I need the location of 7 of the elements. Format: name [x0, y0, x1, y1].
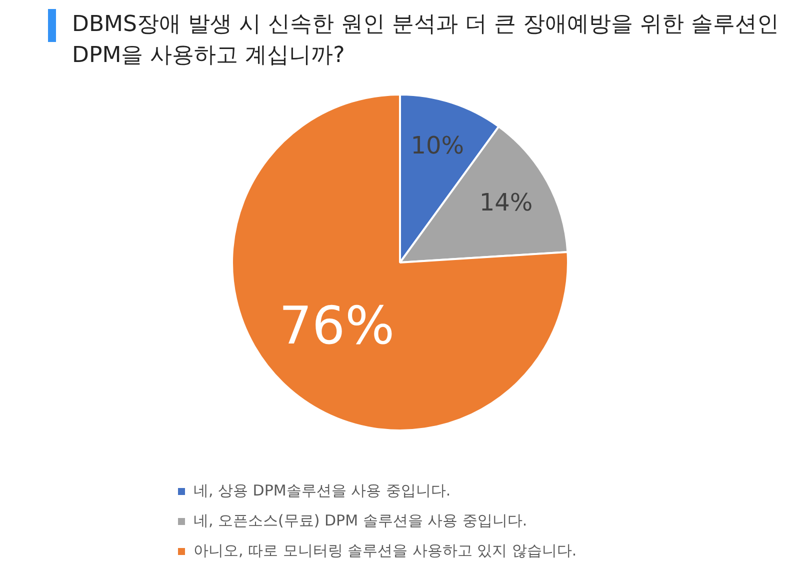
- chart-title: DBMS장애 발생 시 신속한 원인 분석과 더 큰 장애예방을 위한 솔루션인 DPM을 사용하고 계십니까?: [72, 11, 780, 70]
- data-label: 14%: [479, 188, 533, 216]
- data-label: 10%: [410, 132, 464, 160]
- legend-label: 네, 오픈소스(무료) DPM 솔루션을 사용 중입니다.: [194, 511, 528, 530]
- legend-label: 네, 상용 DPM솔루션을 사용 중입니다.: [194, 481, 451, 500]
- legend-label: 아니오, 따로 모니터링 솔루션을 사용하고 있지 않습니다.: [194, 541, 577, 560]
- data-label: 76%: [278, 296, 395, 356]
